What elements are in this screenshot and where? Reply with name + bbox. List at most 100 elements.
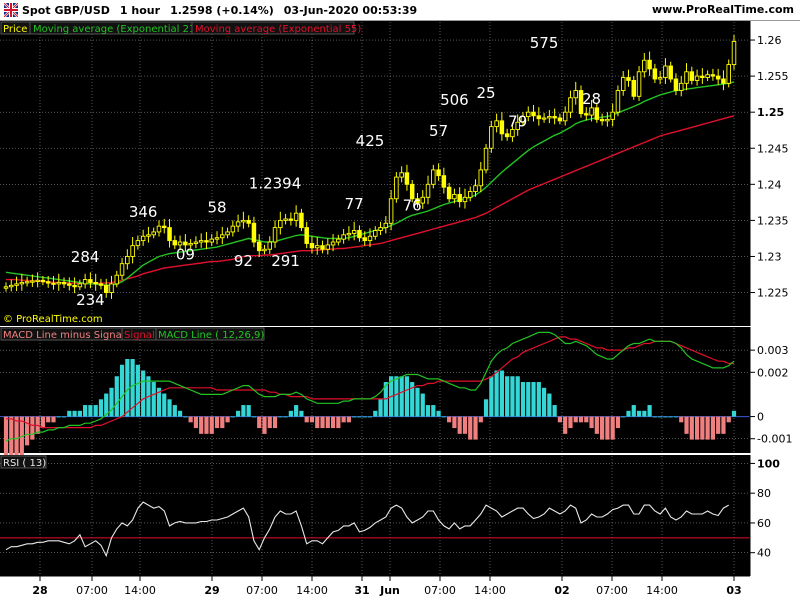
candle — [689, 66, 695, 85]
histogram-bar — [9, 416, 14, 469]
histogram-bar — [499, 370, 504, 417]
candle-body — [652, 68, 658, 80]
histogram-bar — [309, 416, 315, 423]
histogram-bar — [573, 416, 578, 423]
ytick-label: 1.255 — [757, 70, 789, 83]
histogram-bar — [652, 416, 657, 418]
histogram-bar — [114, 376, 119, 417]
candle — [24, 276, 30, 287]
candle — [51, 275, 56, 290]
rsi-legend: RSI ( 13) — [0, 455, 47, 469]
candle — [721, 70, 726, 91]
candle-body — [399, 172, 404, 178]
annotation-label: 77 — [345, 195, 364, 213]
histogram-bar — [109, 387, 114, 417]
candle-body — [568, 97, 573, 113]
candle-body — [599, 118, 605, 122]
candle — [77, 279, 83, 291]
candle-body — [220, 234, 225, 239]
candle — [172, 235, 178, 249]
candle — [156, 220, 162, 237]
histogram-bar — [415, 387, 420, 417]
candle — [420, 190, 426, 209]
candle — [599, 113, 605, 126]
xtick-label: 07:00 — [596, 584, 628, 597]
candle-body — [673, 78, 679, 91]
candle-body — [562, 111, 568, 122]
candle-body — [241, 219, 246, 223]
histogram-bar — [584, 416, 589, 423]
candle-body — [67, 283, 72, 286]
annotation-label: 1.2394 — [249, 175, 302, 193]
candle — [19, 273, 25, 291]
candle — [188, 239, 193, 249]
price-yaxis: 1.225 1.23 1.235 1.24 1.245 1.25 1.255 1.26 — [749, 21, 789, 326]
candle-body — [230, 225, 236, 233]
candle-body — [483, 147, 489, 171]
histogram-bar — [25, 416, 30, 446]
annotations: 284 234 346 09 58 92 1.2394 291 425 77 76 57 506 25 79… — [71, 34, 601, 309]
histogram-bar — [320, 416, 325, 429]
candle — [494, 113, 499, 133]
candle — [119, 257, 125, 280]
xtick-label: Jun — [379, 584, 400, 597]
time-axis: 28 07:00 14:00 29 07:00 14:00 31 Jun 07:00 14:00 0… — [0, 575, 750, 597]
candle-body — [177, 241, 183, 246]
histogram-bar — [473, 416, 478, 440]
histogram-bar — [410, 382, 415, 417]
candle — [230, 220, 236, 237]
candle-body — [557, 117, 563, 122]
candle-body — [436, 169, 441, 177]
histogram-bar — [621, 416, 626, 418]
candle — [636, 66, 642, 101]
candle-body — [584, 113, 589, 116]
candle-body — [93, 281, 98, 285]
histogram-bar — [288, 410, 293, 417]
rsi-panel: 100 80 60 40 RSI ( 13) — [0, 455, 780, 576]
candle — [631, 76, 637, 100]
site-label: www.ProRealTime.com — [651, 3, 794, 16]
ytick-label: 40 — [757, 547, 771, 560]
candle-body — [731, 41, 737, 66]
legend-signal: Signal — [124, 330, 155, 341]
histogram-bar — [705, 416, 710, 440]
annotation-label: 28 — [582, 90, 601, 108]
histogram-bar — [557, 416, 563, 423]
chart-header: Spot GBP/USD 1 hour 1.2598 (+0.14%) 03-J… — [0, 0, 800, 21]
histogram-bar — [257, 416, 262, 429]
candle — [504, 128, 510, 141]
candle — [383, 216, 389, 234]
candle — [642, 53, 647, 78]
candle-body — [726, 64, 731, 84]
histogram-bar — [536, 382, 541, 417]
candle-body — [578, 90, 584, 115]
candle — [357, 225, 362, 242]
histogram-bar — [88, 405, 93, 417]
candle-body — [404, 172, 410, 185]
candle — [515, 114, 520, 136]
candle — [341, 229, 346, 244]
candle-body — [314, 245, 320, 249]
histogram-bar — [204, 416, 209, 434]
histogram-bar — [626, 410, 631, 417]
histogram-bar — [441, 416, 446, 418]
candle — [462, 188, 468, 209]
histogram-bar — [721, 416, 726, 434]
candle — [557, 113, 563, 125]
candle-body — [547, 116, 552, 119]
candle — [710, 68, 716, 81]
candle-body — [325, 244, 331, 250]
price-change-label: 1.2598 (+0.14%) — [170, 3, 274, 17]
candle — [246, 215, 251, 228]
candle — [562, 106, 568, 126]
histogram-bar — [56, 416, 61, 418]
histogram-bar — [283, 416, 288, 418]
candle — [299, 208, 304, 232]
candle — [30, 274, 35, 287]
candle — [162, 218, 167, 234]
candle — [652, 63, 658, 84]
candle-body — [30, 280, 35, 283]
histogram-bar — [726, 416, 731, 423]
candle — [346, 226, 352, 241]
candle — [262, 244, 267, 255]
